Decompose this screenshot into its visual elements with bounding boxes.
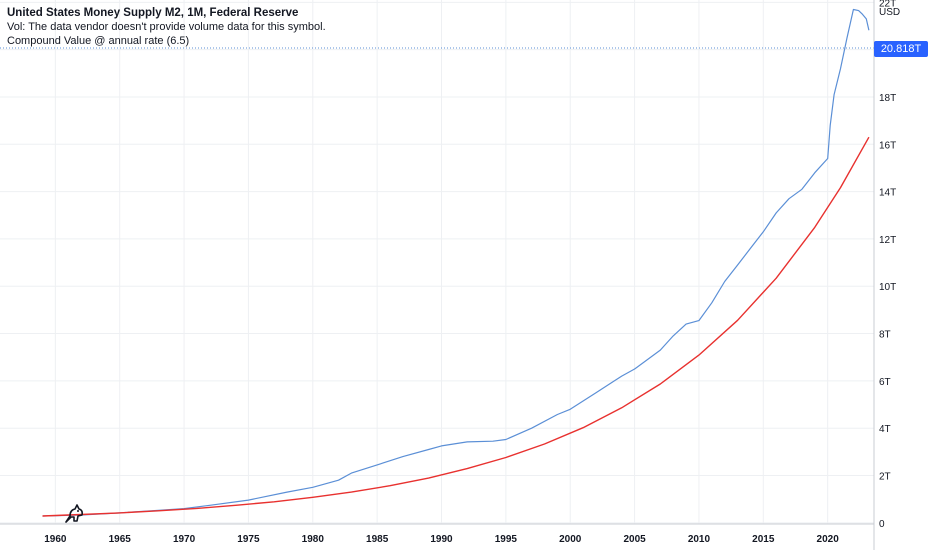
x-tick-label: 1995: [495, 534, 518, 545]
y-tick-label: 16T: [879, 140, 896, 151]
m2-series-line[interactable]: [42, 8, 870, 517]
price-axis[interactable]: 02T4T6T8T10T12T14T16T18T20T22T: [879, 0, 896, 530]
y-tick-label: 10T: [879, 282, 896, 293]
x-tick-label: 1990: [430, 534, 453, 545]
y-tick-label: 6T: [879, 377, 891, 388]
currency-label: USD: [879, 7, 900, 18]
last-price-tag: 20.818T: [874, 41, 928, 57]
compound-value-line[interactable]: [42, 136, 870, 517]
x-tick-label: 1960: [44, 534, 67, 545]
x-tick-label: 2005: [623, 534, 646, 545]
volume-note: Vol: The data vendor doesn't provide vol…: [7, 21, 326, 33]
chart-legend: United States Money Supply M2, 1M, Feder…: [7, 6, 326, 48]
y-tick-label: 0: [879, 519, 885, 530]
y-tick-label: 14T: [879, 188, 896, 199]
x-tick-label: 1965: [109, 534, 132, 545]
chart-grid: [0, 0, 874, 524]
chart-series: [42, 8, 870, 517]
x-tick-label: 2015: [752, 534, 775, 545]
y-tick-label: 2T: [879, 472, 891, 483]
x-tick-label: 1970: [173, 534, 196, 545]
y-tick-label: 4T: [879, 424, 891, 435]
x-tick-label: 2010: [688, 534, 711, 545]
x-tick-label: 1975: [237, 534, 260, 545]
chart-title[interactable]: United States Money Supply M2, 1M, Feder…: [7, 7, 299, 19]
y-tick-label: 22T: [879, 0, 896, 9]
y-tick-label: 18T: [879, 93, 896, 104]
x-tick-label: 2020: [817, 534, 840, 545]
y-tick-label: 8T: [879, 330, 891, 341]
tradingview-logo-icon[interactable]: [64, 504, 86, 529]
x-tick-label: 2000: [559, 534, 582, 545]
x-tick-label: 1985: [366, 534, 389, 545]
indicator-label[interactable]: Compound Value @ annual rate (6.5): [7, 35, 190, 47]
y-tick-label: 12T: [879, 235, 896, 246]
x-tick-label: 1980: [302, 534, 325, 545]
time-axis[interactable]: 1960 1965 1970 1975 1980 1985 1990 1995 2000 2005…: [44, 534, 839, 545]
